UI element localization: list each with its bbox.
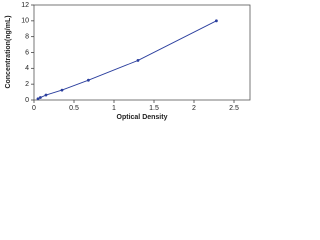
data-point [39, 96, 42, 99]
y-tick-label: 8 [25, 34, 29, 41]
x-axis-label: Optical Density [117, 114, 168, 121]
plot-frame [33, 4, 251, 101]
data-point [87, 78, 90, 82]
x-tick-label: 0 [32, 105, 36, 112]
y-tick-label: 0 [25, 97, 29, 104]
y-tick-label: 10 [21, 18, 29, 25]
x-tick-label: 2.5 [229, 105, 239, 112]
y-tick-label: 4 [25, 65, 29, 72]
data-point [60, 88, 64, 92]
y-tick-label: 12 [21, 2, 29, 9]
data-point [36, 97, 40, 101]
y-tick-label: 2 [25, 81, 29, 88]
data-point [136, 59, 140, 62]
x-tick-label: 1.5 [149, 105, 159, 112]
chart: Optical Density Concentration(ng/mL) 0 2 4… [5, 2, 251, 121]
x-tick-label: 1 [112, 105, 116, 112]
y-tick-label: 6 [25, 49, 29, 56]
x-tick-label: 2 [192, 105, 196, 112]
y-axis-label: Concentration(ng/mL) [5, 15, 12, 88]
data-point [44, 93, 48, 97]
data-point [215, 19, 218, 23]
x-tick-label: 0.5 [69, 105, 79, 112]
fit-line [37, 20, 217, 100]
